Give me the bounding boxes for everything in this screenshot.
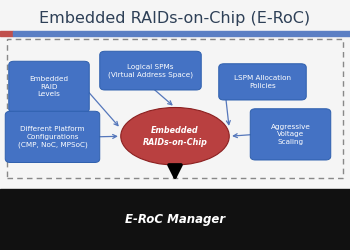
Text: E-RoC Manager: E-RoC Manager: [125, 213, 225, 226]
Text: Different Platform
Configurations
(CMP, NoC, MPSoC): Different Platform Configurations (CMP, …: [18, 126, 88, 148]
FancyBboxPatch shape: [219, 64, 306, 100]
FancyBboxPatch shape: [250, 109, 331, 160]
Ellipse shape: [121, 108, 229, 165]
Text: Aggressive
Voltage
Scaling: Aggressive Voltage Scaling: [271, 124, 310, 145]
Text: Logical SPMs
(Virtual Address Space): Logical SPMs (Virtual Address Space): [108, 64, 193, 78]
Text: Embedded
RAID
Levels: Embedded RAID Levels: [29, 76, 69, 97]
Text: LSPM Allocation
Policies: LSPM Allocation Policies: [234, 75, 291, 89]
Text: Embedded RAIDs-on-Chip (E-RoC): Embedded RAIDs-on-Chip (E-RoC): [40, 11, 310, 26]
FancyBboxPatch shape: [100, 51, 201, 90]
Bar: [0, 189, 350, 250]
Bar: [13, 31, 350, 36]
Bar: [0, 31, 13, 36]
FancyBboxPatch shape: [5, 111, 100, 162]
Text: Embedded
RAIDs-on-Chip: Embedded RAIDs-on-Chip: [142, 126, 208, 147]
FancyBboxPatch shape: [9, 61, 89, 112]
